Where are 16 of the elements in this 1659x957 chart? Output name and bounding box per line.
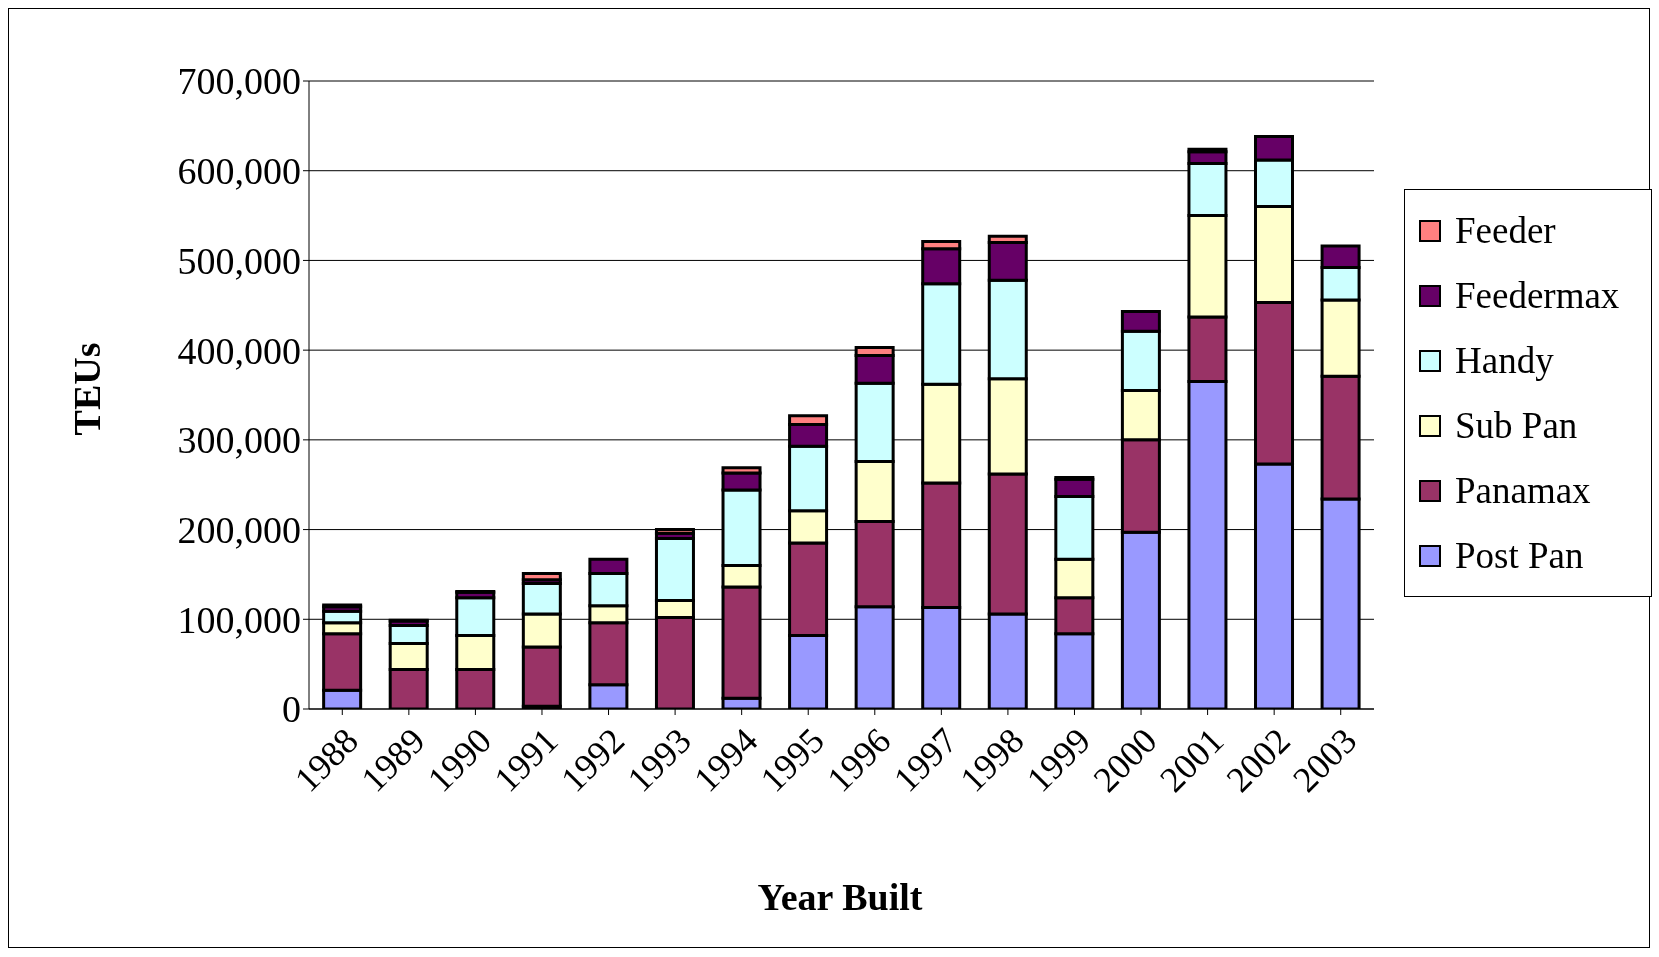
legend-label: Post Pan <box>1455 534 1584 577</box>
y-tick-label: 700,000 <box>177 60 301 103</box>
y-tick-label: 0 <box>282 688 301 731</box>
y-tick-label: 600,000 <box>177 150 301 193</box>
y-axis-title: TEUs <box>65 342 109 436</box>
legend-label: Handy <box>1455 339 1554 382</box>
legend-label: Feeder <box>1455 209 1556 252</box>
legend-label: Panamax <box>1455 469 1591 512</box>
y-tick-label: 200,000 <box>177 509 301 552</box>
y-tick-label: 100,000 <box>177 598 301 641</box>
x-axis-title: Year Built <box>757 875 923 919</box>
y-tick-label: 300,000 <box>177 419 301 462</box>
legend-label: Feedermax <box>1455 274 1620 317</box>
y-tick-label: 400,000 <box>177 329 301 372</box>
legend-label: Sub Pan <box>1455 404 1578 447</box>
y-tick-label: 500,000 <box>177 239 301 282</box>
